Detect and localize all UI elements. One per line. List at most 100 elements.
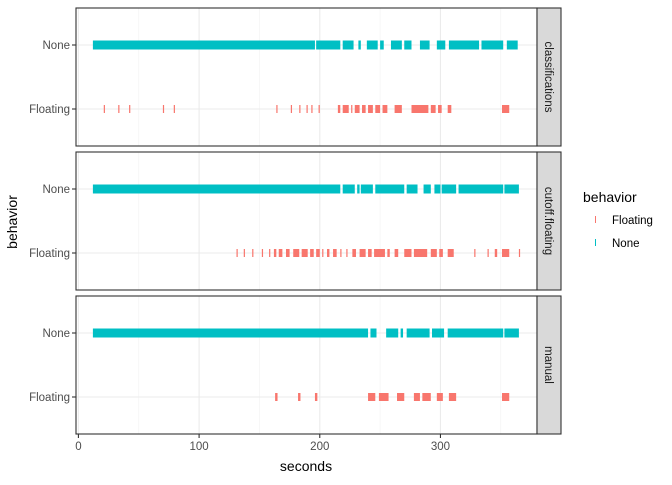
series-none: [92, 328, 519, 338]
facet-panel-classifications: Floating None classifications: [29, 7, 562, 147]
data-mark-floating: [518, 249, 521, 257]
data-mark-floating: [173, 105, 175, 113]
data-mark-floating: [368, 249, 372, 257]
data-mark-floating: [311, 105, 313, 113]
data-mark-floating: [278, 249, 283, 257]
data-mark-none: [366, 40, 378, 50]
facet-strip-label: classifications: [542, 42, 554, 113]
series-none: [92, 40, 518, 50]
y-tick-label: None: [43, 328, 71, 340]
data-mark-none: [432, 328, 445, 338]
data-mark-floating: [382, 105, 388, 113]
x-tick-label: 100: [190, 441, 209, 453]
data-mark-floating: [310, 249, 314, 257]
data-mark-none: [316, 40, 341, 50]
panel-background: [76, 152, 537, 290]
data-mark-floating: [387, 249, 390, 257]
data-mark-floating: [487, 249, 489, 257]
data-mark-none: [390, 40, 402, 50]
data-mark-floating: [243, 249, 245, 257]
data-mark-floating: [333, 249, 337, 257]
series-none: [92, 184, 519, 194]
legend-entry-label: None: [612, 238, 640, 250]
legend-entry-floating: Floating: [587, 211, 653, 228]
x-axis: 0 100 200 300: [75, 434, 450, 453]
data-mark-none: [92, 40, 315, 50]
data-mark-floating: [129, 105, 131, 113]
x-tick-label: 200: [310, 441, 329, 453]
legend-title: behavior: [583, 189, 637, 205]
data-mark-none: [92, 184, 341, 194]
data-mark-floating: [236, 249, 238, 257]
data-mark-floating: [327, 249, 330, 257]
data-mark-none: [406, 184, 418, 194]
y-tick-label: Floating: [29, 104, 70, 116]
legend-entry-label: Floating: [612, 215, 653, 227]
data-mark-floating: [118, 105, 120, 113]
y-tick-label: None: [43, 40, 71, 52]
data-mark-floating: [354, 105, 360, 113]
facet-strip: [536, 295, 562, 435]
data-mark-floating: [502, 249, 510, 257]
series-floating: [236, 249, 521, 257]
data-mark-floating: [322, 249, 324, 257]
data-mark-floating: [298, 393, 301, 401]
x-tick-label: 0: [75, 441, 81, 453]
data-mark-floating: [342, 105, 349, 113]
data-mark-floating: [413, 249, 428, 257]
data-mark-none: [481, 40, 504, 50]
data-mark-none: [504, 184, 519, 194]
data-mark-none: [386, 328, 399, 338]
data-mark-floating: [346, 249, 348, 257]
data-mark-none: [370, 328, 377, 338]
data-mark-floating: [318, 105, 320, 113]
y-axis-title: behavior: [4, 195, 20, 249]
panel-background: [76, 8, 537, 146]
data-mark-floating: [352, 249, 356, 257]
series-floating: [275, 393, 510, 401]
data-mark-floating: [261, 249, 264, 257]
facet-strip: [536, 7, 562, 147]
panel-background: [76, 296, 537, 434]
data-mark-floating: [422, 393, 431, 401]
data-mark-floating: [436, 393, 443, 401]
data-mark-floating: [502, 393, 510, 401]
y-tick-label: None: [43, 184, 71, 196]
data-mark-floating: [306, 105, 308, 113]
data-mark-none: [458, 184, 504, 194]
data-mark-none: [357, 184, 360, 194]
data-mark-none: [504, 328, 519, 338]
data-mark-none: [448, 40, 480, 50]
data-mark-floating: [299, 105, 301, 113]
series-floating: [103, 105, 510, 113]
data-mark-floating: [394, 249, 399, 257]
y-tick-label: Floating: [29, 248, 70, 260]
x-axis-title: seconds: [280, 458, 332, 474]
data-mark-none: [380, 40, 384, 50]
data-mark-none: [92, 328, 369, 338]
facet-panels: Floating None classifications Floating None c…: [29, 7, 562, 435]
data-mark-floating: [276, 105, 278, 113]
facet-panel-cutoff-floating: Floating None cutoff.floating: [29, 151, 562, 291]
data-mark-floating: [413, 393, 420, 401]
data-mark-floating: [430, 105, 436, 113]
data-mark-floating: [103, 105, 105, 113]
data-mark-floating: [273, 249, 277, 257]
data-mark-none: [441, 184, 457, 194]
data-mark-none: [423, 184, 431, 194]
data-mark-floating: [430, 249, 437, 257]
data-mark-floating: [378, 393, 389, 401]
data-mark-floating: [368, 393, 376, 401]
data-mark-none: [419, 40, 430, 50]
y-tick-label: Floating: [29, 392, 70, 404]
data-mark-floating: [275, 393, 278, 401]
data-mark-none: [342, 40, 354, 50]
data-mark-floating: [394, 105, 402, 113]
data-mark-floating: [368, 105, 373, 113]
data-mark-floating: [162, 105, 165, 113]
data-mark-none: [360, 184, 373, 194]
x-tick-label: 300: [431, 441, 450, 453]
legend: behavior Floating None: [583, 189, 653, 251]
data-mark-floating: [340, 249, 342, 257]
